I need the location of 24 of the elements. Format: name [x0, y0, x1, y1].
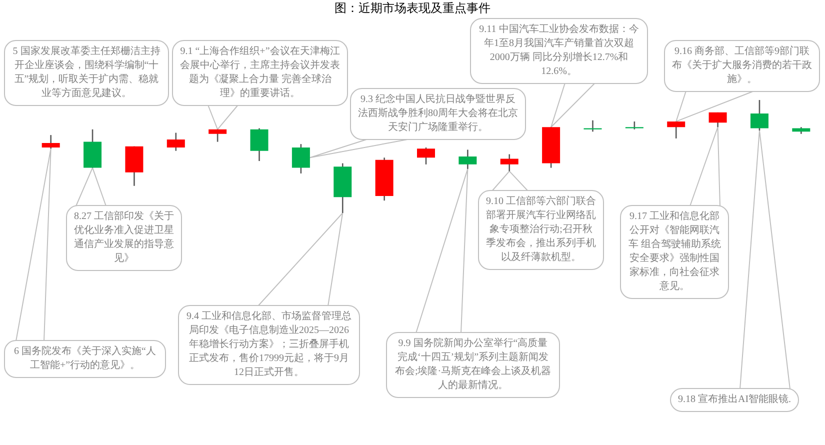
- candlestick: [208, 128, 227, 142]
- candlestick: [708, 112, 727, 128]
- candlestick: [166, 132, 185, 152]
- candlestick: [292, 143, 310, 174]
- text: 9.1 “上海合作组织+”会议在天津梅江会展中心举行，主席主持会议并发表题为《凝聚上合力量 完善全球治理》的重要讲话。: [180, 46, 340, 99]
- text: 6 国务院发布《关于深入实施“人工智能+”行动的意见》。: [14, 346, 156, 371]
- text: 9.16 商务部、工信部等9部门联布《关于扩大服务消费的若干政施》。: [672, 46, 812, 85]
- candlestick: [42, 134, 60, 150]
- annotation: 9.17 工业和信息化部公开对《智能网联汽车 组合驾驶辅助系统安全要求》强制性国家标准，向社会征求意见。: [628, 211, 721, 292]
- candlestick: [500, 154, 518, 172]
- annotation: 8.27 工信部印发《关于优化业务准入促进卫星通信产业发展的指导意见》: [74, 211, 174, 264]
- text: 9.4 工业和信息化部、市场监督管理总局印发《电子信息制造业2025—2026年稳增长行动方案》；三折叠屏手机正式发布，售价17999元起，将于9月12日正式开售。: [186, 311, 352, 378]
- text: 5 国家发展改革委主任郑栅洁主持开企业座谈会，围绕科学编制“十五”规划，听取关于扩内需、稳就业等方面意见建议。: [12, 46, 160, 99]
- candlestick: [750, 99, 768, 132]
- text: 9.9 国务院新闻办公室举行“高质量完成‘十四五’规划”系列主题新闻发布会;埃隆·马斯克在峰会上谈及机器人的最新情况。: [394, 338, 552, 391]
- candlestick: [250, 128, 268, 162]
- text: 9.11 中国汽车工业协会发布数据：今年1至8月我国汽车产销量首次双超2000万辆 同比分别增长12.7%和12.6%。: [479, 24, 639, 77]
- candlestick: [458, 149, 477, 170]
- annotation: 9.10 工信部等六部门联合部署开展汽车行业网络乱象专项整治行动;召开秋季发布会，推出系列手机以及纤薄款机型。: [486, 196, 596, 263]
- annotation: 9.3 纪念中国人民抗日战争暨世界反法西斯战争胜利80周年大会将在北京天安门广场隆重举行。: [358, 94, 518, 133]
- candlestick: [667, 120, 686, 140]
- candlestick: [417, 146, 435, 166]
- chart-title: 图：近期市场表现及重点事件: [334, 1, 492, 16]
- text: 9.18 宣布推出AI智能眼镜.: [678, 394, 792, 405]
